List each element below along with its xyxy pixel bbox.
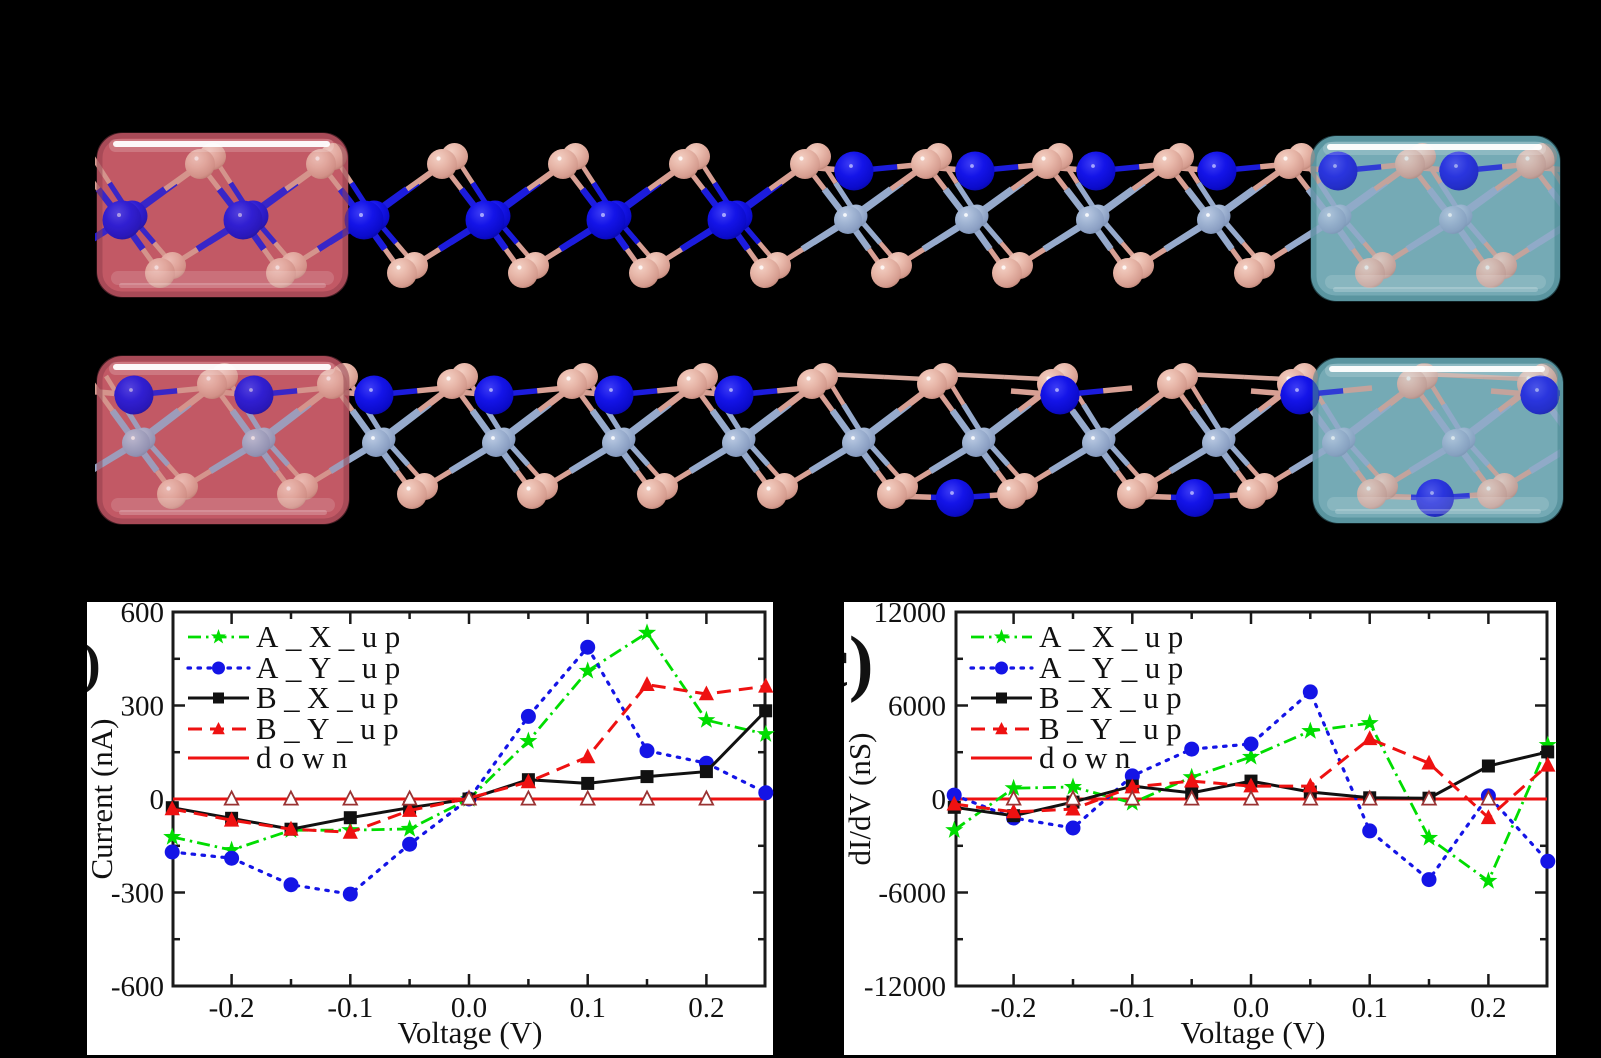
svg-text:down: down [1039,740,1138,775]
svg-text:600: 600 [121,597,165,629]
svg-text:A_Y_up: A_Y_up [256,650,408,685]
svg-text:down: down [256,740,355,775]
svg-text:0.1: 0.1 [1352,992,1388,1024]
svg-text:Current (nA): Current (nA) [84,719,119,880]
svg-text:Voltage (V): Voltage (V) [398,1015,543,1050]
svg-text:0.0: 0.0 [1233,992,1269,1024]
svg-text:Voltage (V): Voltage (V) [1181,1015,1326,1050]
svg-text:-6000: -6000 [878,878,946,910]
svg-text:A_X_up: A_X_up [1039,619,1191,654]
svg-text:A_X_up: A_X_up [256,619,408,654]
svg-text:0.2: 0.2 [688,992,724,1024]
svg-text:6000: 6000 [888,691,946,723]
svg-text:-0.2: -0.2 [209,992,255,1024]
svg-text:0: 0 [932,784,947,816]
svg-text:300: 300 [121,691,165,723]
svg-text:B_Y_up: B_Y_up [1039,711,1189,746]
svg-text:-300: -300 [111,878,164,910]
svg-text:B_X_up: B_X_up [1039,680,1189,715]
svg-text:0: 0 [150,784,165,816]
svg-text:dI/dV (nS): dI/dV (nS) [842,733,877,866]
svg-text:B_Y_up: B_Y_up [256,711,406,746]
svg-text:-0.1: -0.1 [1109,992,1155,1024]
svg-text:-600: -600 [111,971,164,1003]
svg-text:-0.2: -0.2 [991,992,1037,1024]
svg-text:-12000: -12000 [864,971,946,1003]
svg-text:0.1: 0.1 [570,992,606,1024]
svg-text:0.2: 0.2 [1470,992,1506,1024]
svg-text:12000: 12000 [874,597,947,629]
svg-text:B_X_up: B_X_up [256,680,406,715]
svg-text:-0.1: -0.1 [327,992,373,1024]
svg-text:A_Y_up: A_Y_up [1039,650,1191,685]
svg-text:0.0: 0.0 [451,992,487,1024]
